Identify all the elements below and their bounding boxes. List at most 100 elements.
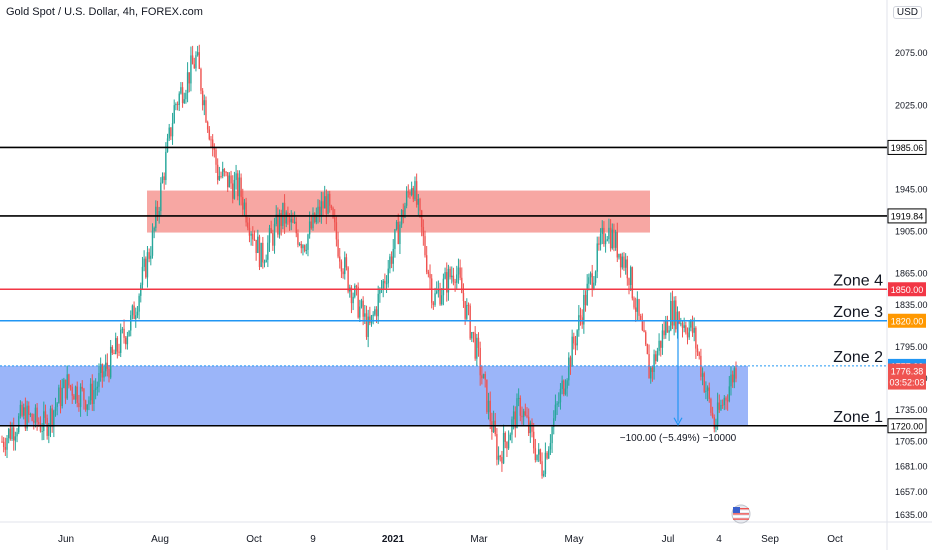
candle-body: [449, 268, 451, 278]
candle-body: [258, 236, 261, 267]
candle-body: [430, 278, 433, 303]
candle-body: [660, 340, 662, 348]
candle-body: [467, 304, 470, 306]
support-zone-box[interactable]: [0, 365, 748, 426]
candle-body: [439, 289, 441, 305]
candle-body: [133, 305, 135, 319]
candle-body: [718, 402, 720, 410]
economic-event-icon[interactable]: [731, 504, 751, 524]
candle-body: [464, 301, 466, 319]
candle-body: [287, 212, 289, 217]
candle-body: [482, 374, 485, 379]
candle-body: [481, 375, 483, 379]
candle-body: [150, 255, 152, 259]
time-tick-label: 2021: [382, 534, 405, 545]
candle-body: [317, 206, 319, 215]
candle-body: [49, 408, 52, 428]
candle-body: [735, 368, 737, 379]
candle-body: [474, 333, 476, 359]
candle-body: [53, 410, 55, 427]
candle-body: [402, 210, 404, 218]
candle-body: [561, 380, 563, 389]
candle-body: [591, 273, 593, 290]
candle-body: [243, 202, 246, 210]
candle-body: [84, 400, 87, 410]
candle-body: [375, 309, 378, 317]
candle-body: [569, 357, 572, 367]
candle-body: [252, 233, 254, 240]
candle-body: [185, 93, 187, 100]
candle-body: [588, 277, 590, 284]
candle-body: [257, 236, 259, 253]
candle-body: [454, 281, 456, 283]
candle-body: [721, 404, 724, 406]
candle-body: [538, 449, 540, 455]
price-tick-label: 1835.00: [895, 300, 928, 310]
candle-body: [103, 371, 105, 378]
candle-body: [549, 443, 552, 450]
candle-body: [13, 427, 15, 441]
candle-body: [414, 181, 416, 200]
candle-body: [658, 340, 660, 351]
candle-body: [621, 256, 624, 268]
candle-body: [327, 193, 329, 214]
candle-body: [372, 314, 374, 316]
candle-body: [614, 231, 617, 248]
candle-body: [16, 432, 18, 437]
candle-body: [645, 332, 647, 345]
candle-body: [355, 285, 358, 287]
candle-body: [666, 320, 669, 333]
candle-body: [334, 217, 336, 223]
candle-body: [18, 416, 20, 433]
candle-body: [441, 295, 443, 305]
measure-label: −100.00 (−5.49%) −10000: [620, 433, 737, 444]
candle-body: [198, 52, 200, 69]
candle-body: [104, 362, 107, 372]
candle-body: [504, 432, 506, 442]
price-tick-label: 1905.00: [895, 227, 928, 237]
candle-body: [300, 243, 302, 249]
candle-body: [701, 373, 704, 377]
candle-body: [596, 243, 598, 272]
candle-body: [514, 411, 516, 429]
candle-body: [586, 283, 588, 305]
candle-body: [191, 55, 194, 65]
candle-body: [310, 221, 313, 229]
candle-body: [506, 441, 508, 449]
candle-body: [395, 221, 398, 230]
candle-body: [38, 421, 40, 425]
candle-body: [723, 397, 725, 405]
candle-body: [628, 278, 630, 286]
candle-body: [298, 243, 301, 245]
candle-body: [733, 368, 736, 383]
candle-body: [227, 172, 229, 188]
currency-selector[interactable]: USD: [892, 6, 922, 19]
level-tag-1820.00-bg: [888, 313, 926, 328]
candle-body: [120, 329, 122, 353]
candle-body: [502, 432, 505, 464]
candle-body: [280, 213, 282, 226]
candle-body: [444, 272, 446, 279]
candle-body: [46, 417, 48, 436]
candle-body: [108, 368, 110, 378]
candle-body: [650, 367, 652, 379]
price-tick-label: 1735.00: [895, 405, 928, 415]
candle-body: [711, 412, 714, 418]
candle-body: [140, 285, 142, 296]
candle-body: [181, 87, 184, 103]
candle-body: [461, 277, 463, 294]
candle-body: [31, 414, 33, 421]
candle-body: [566, 380, 568, 389]
candle-body: [193, 64, 195, 69]
candle-body: [253, 239, 256, 241]
candle-body: [519, 397, 522, 416]
candle-body: [44, 411, 47, 418]
candle-body: [698, 352, 700, 356]
candle-body: [329, 193, 331, 206]
candle-body: [14, 436, 17, 441]
candle-body: [517, 397, 520, 399]
candle-body: [424, 236, 426, 256]
candle-body: [576, 330, 578, 346]
candle-body: [638, 299, 640, 316]
